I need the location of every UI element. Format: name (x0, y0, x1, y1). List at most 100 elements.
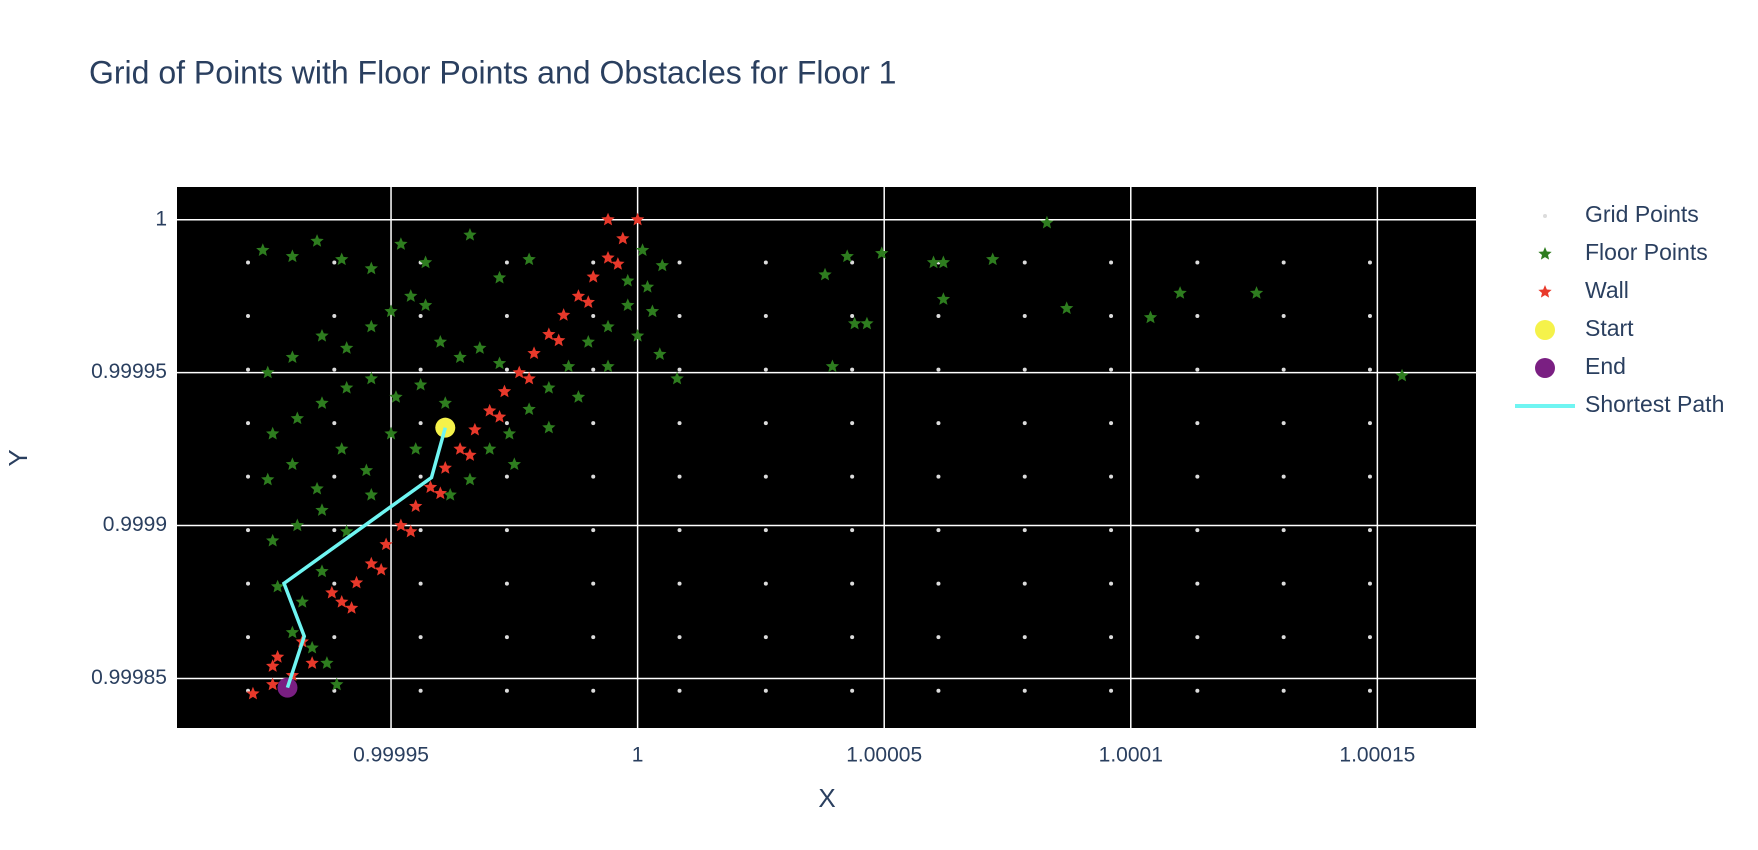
legend-item: Start (1535, 315, 1634, 341)
point (261, 472, 275, 486)
point (409, 442, 423, 455)
point (936, 474, 941, 479)
point (453, 350, 467, 364)
point (677, 314, 682, 319)
point (1109, 635, 1114, 640)
point (635, 243, 650, 256)
point (443, 487, 457, 501)
point (1060, 301, 1074, 315)
point (581, 335, 595, 348)
point (270, 579, 285, 593)
point (512, 365, 526, 379)
point (1367, 474, 1372, 479)
point (315, 503, 329, 516)
point (332, 421, 337, 426)
point (305, 656, 319, 669)
point (246, 260, 251, 265)
point (261, 365, 275, 379)
point (542, 327, 556, 341)
point (504, 421, 509, 426)
point (433, 486, 448, 500)
point (285, 457, 300, 471)
point (850, 367, 855, 372)
point (310, 481, 324, 495)
point (763, 688, 768, 693)
point (591, 688, 596, 693)
point (875, 246, 889, 260)
point (1022, 474, 1027, 479)
point (285, 625, 300, 639)
point (677, 635, 682, 640)
point (418, 298, 433, 312)
x-tick-label: 1.00015 (1339, 744, 1415, 767)
point (1195, 528, 1200, 533)
point (1281, 688, 1286, 693)
point (645, 304, 660, 318)
point (561, 359, 576, 373)
point (936, 255, 951, 269)
point (504, 314, 509, 319)
point (591, 314, 596, 319)
circle-marker (1535, 358, 1555, 378)
point (310, 234, 324, 247)
point (246, 314, 251, 319)
point (246, 528, 251, 533)
point (389, 390, 403, 403)
point (1022, 367, 1027, 372)
point (418, 314, 423, 319)
point (483, 403, 497, 417)
point (926, 255, 941, 269)
point (332, 635, 337, 640)
point (571, 390, 586, 403)
point (418, 528, 423, 533)
point (1022, 581, 1027, 586)
point (330, 677, 344, 691)
point (591, 474, 596, 479)
point (418, 421, 423, 426)
point (335, 442, 349, 455)
point (601, 359, 615, 373)
point (591, 421, 596, 426)
point (468, 422, 482, 436)
point (763, 367, 768, 372)
path-line (281, 427, 447, 689)
x-tick-label: 1.0001 (1099, 744, 1163, 767)
point (825, 359, 840, 373)
point (1367, 260, 1372, 265)
chart-title: Grid of Points with Floor Points and Obs… (89, 54, 896, 90)
point (1367, 314, 1372, 319)
point (630, 212, 645, 226)
point (522, 252, 536, 266)
point (394, 237, 408, 250)
point (409, 499, 423, 512)
point (453, 442, 467, 455)
point (1109, 421, 1114, 426)
point (840, 249, 854, 263)
point (504, 688, 509, 693)
point (522, 402, 536, 415)
point (581, 295, 595, 308)
point (677, 581, 682, 586)
point (1109, 367, 1114, 372)
point (266, 533, 280, 547)
point (502, 426, 517, 440)
point (1281, 314, 1286, 319)
point (1281, 474, 1286, 479)
x-tick-label: 1.00005 (846, 744, 922, 767)
point (763, 528, 768, 533)
point (601, 250, 615, 264)
legend-label: Start (1585, 315, 1634, 341)
point (325, 585, 339, 599)
point (418, 581, 423, 586)
point (246, 581, 251, 586)
point (492, 409, 507, 423)
point (655, 258, 669, 272)
point (492, 356, 507, 370)
legend-item: Wall (1538, 277, 1629, 303)
point (936, 292, 951, 305)
x-tick-label: 0.99995 (353, 744, 429, 767)
point (1109, 260, 1114, 265)
point (1367, 528, 1372, 533)
point (438, 461, 452, 474)
point (601, 212, 615, 226)
